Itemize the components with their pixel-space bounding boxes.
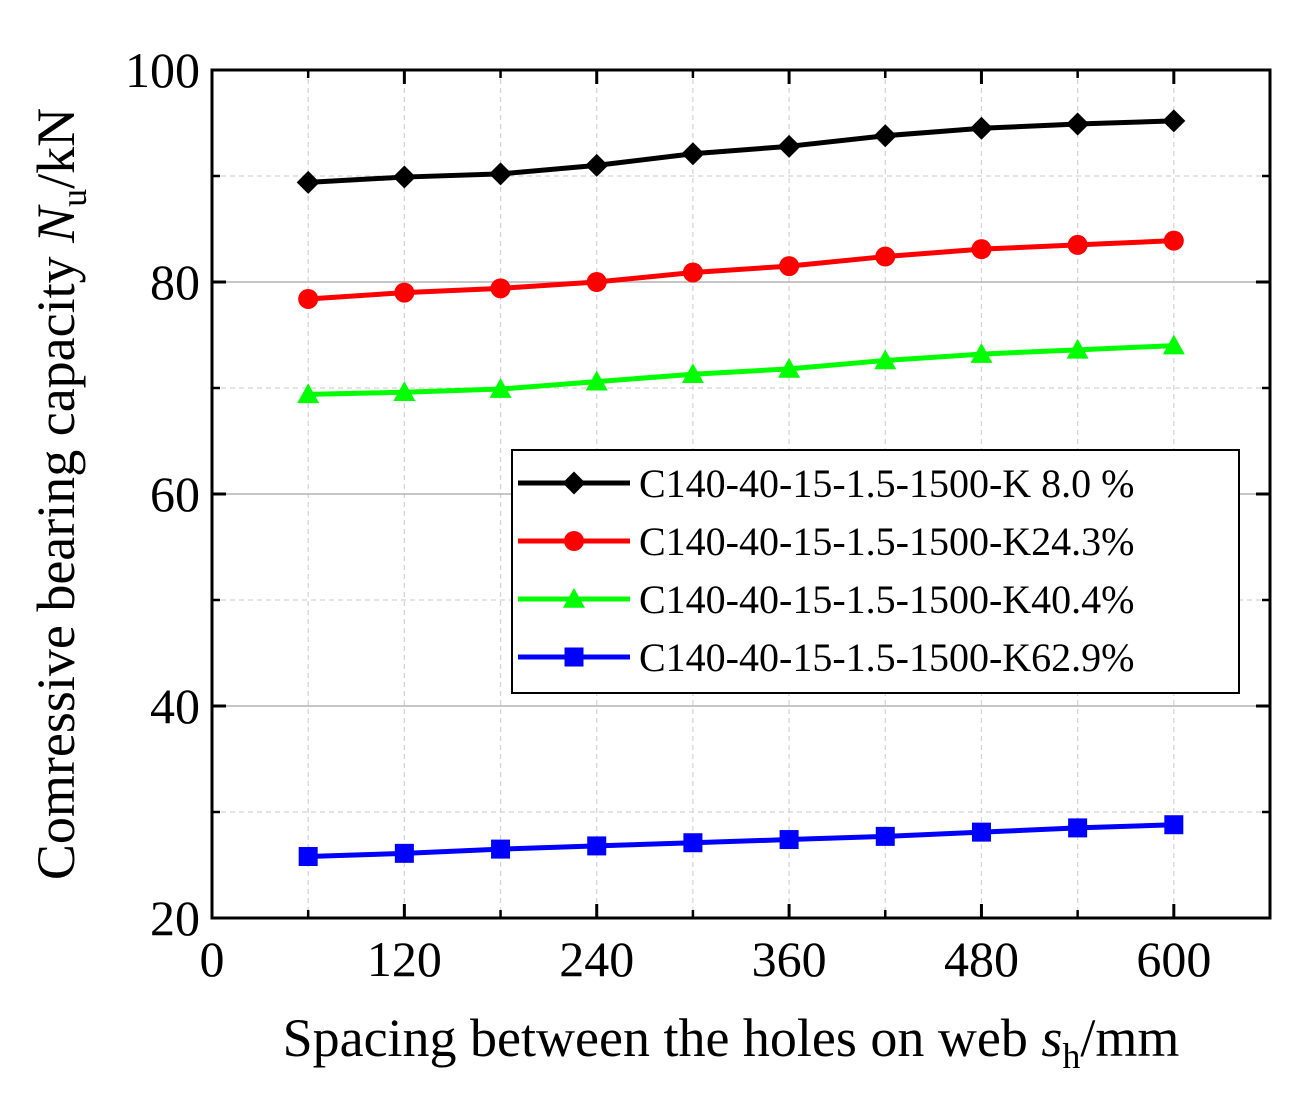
legend-swatch-marker bbox=[563, 588, 585, 608]
legend-label: C140-40-15-1.5-1500-K 8.0 % bbox=[639, 461, 1135, 506]
data-point bbox=[1066, 338, 1089, 359]
data-point bbox=[1068, 818, 1088, 838]
data-point bbox=[393, 381, 416, 402]
data-point bbox=[779, 830, 799, 850]
x-tick-label: 240 bbox=[559, 931, 634, 987]
data-point bbox=[873, 124, 897, 148]
series-3 bbox=[297, 334, 1185, 404]
series-line bbox=[308, 238, 1174, 302]
y-tick-label: 80 bbox=[150, 254, 200, 310]
data-point bbox=[491, 839, 511, 859]
x-tick-label: 120 bbox=[367, 931, 442, 987]
legend-label: C140-40-15-1.5-1500-K62.9% bbox=[639, 635, 1135, 680]
data-point bbox=[1162, 334, 1185, 355]
data-point bbox=[490, 278, 511, 299]
legend-swatch-marker bbox=[562, 471, 586, 495]
data-point bbox=[585, 370, 608, 391]
y-axis-title-text: Comressive bearing capacity bbox=[26, 243, 86, 880]
data-point bbox=[585, 153, 609, 177]
data-point bbox=[970, 343, 993, 363]
legend: C140-40-15-1.5-1500-K 8.0 % C140-40-15-1.… bbox=[511, 449, 1240, 694]
x-axis-title-variable: s bbox=[1041, 1008, 1062, 1068]
y-tick-label: 20 bbox=[150, 890, 200, 946]
x-axis-title: Spacing between the holes on web sh/mm bbox=[283, 1008, 1180, 1076]
data-point bbox=[682, 262, 703, 283]
legend-entry: C140-40-15-1.5-1500-K 8.0 % bbox=[518, 461, 1135, 506]
data-point bbox=[1162, 109, 1186, 133]
data-point bbox=[971, 822, 991, 842]
axes: 0 120 240 360 480 600 20 40 60 80 100 bbox=[125, 42, 1272, 987]
data-point bbox=[778, 357, 801, 378]
data-point bbox=[1066, 112, 1090, 136]
x-axis-title-text: Spacing between the holes on web bbox=[283, 1008, 1042, 1068]
x-tick-label: 600 bbox=[1136, 931, 1211, 987]
data-point bbox=[681, 363, 704, 384]
legend-entry: C140-40-15-1.5-1500-K62.9% bbox=[518, 635, 1135, 680]
series-line bbox=[308, 822, 1174, 860]
series-2 bbox=[298, 230, 1184, 309]
y-axis-title-subscript: u bbox=[54, 189, 94, 207]
data-point bbox=[489, 378, 512, 398]
data-point bbox=[779, 256, 800, 277]
data-point bbox=[586, 272, 607, 292]
x-tick-label: 480 bbox=[944, 931, 1019, 987]
data-point bbox=[1164, 815, 1184, 835]
series-1 bbox=[296, 109, 1186, 194]
x-tick-label: 0 bbox=[200, 931, 225, 987]
data-point bbox=[392, 165, 416, 189]
data-point bbox=[297, 383, 320, 404]
data-point bbox=[683, 833, 703, 853]
series-line bbox=[308, 118, 1174, 185]
data-point bbox=[875, 826, 895, 846]
y-tick-label: 100 bbox=[125, 42, 200, 98]
data-point bbox=[587, 836, 607, 856]
legend-label: C140-40-15-1.5-1500-K40.4% bbox=[639, 577, 1135, 622]
data-point bbox=[394, 282, 415, 303]
y-axis-title-unit: /kN bbox=[26, 108, 86, 189]
legend-swatch-marker bbox=[564, 531, 584, 551]
data-point bbox=[875, 246, 896, 267]
data-point bbox=[296, 170, 320, 194]
data-point bbox=[489, 162, 513, 186]
y-tick-label: 40 bbox=[150, 678, 200, 734]
legend-swatch-marker bbox=[564, 647, 584, 667]
legend-entry: C140-40-15-1.5-1500-K24.3% bbox=[518, 519, 1135, 564]
x-axis-title-unit: /mm bbox=[1080, 1008, 1179, 1068]
legend-label: C140-40-15-1.5-1500-K24.3% bbox=[639, 519, 1135, 564]
legend-box bbox=[511, 449, 1240, 694]
data-point bbox=[1163, 230, 1184, 251]
legend-entry: C140-40-15-1.5-1500-K40.4% bbox=[518, 577, 1135, 622]
data-point bbox=[969, 116, 993, 140]
data-point bbox=[971, 239, 992, 260]
data-point bbox=[681, 142, 705, 166]
y-axis-title-variable: N bbox=[26, 204, 86, 244]
y-axis-title: Comressive bearing capacity Nu/kN bbox=[26, 108, 94, 880]
series-4 bbox=[298, 815, 1184, 867]
data-point bbox=[298, 288, 319, 309]
axis-titles: Spacing between the holes on web sh/mm Co… bbox=[26, 108, 1179, 1076]
data-point bbox=[777, 134, 801, 158]
x-axis-title-subscript: h bbox=[1062, 1036, 1080, 1076]
data-point bbox=[874, 349, 897, 370]
data-point bbox=[1067, 234, 1088, 255]
series-group bbox=[296, 109, 1186, 867]
series-line bbox=[308, 343, 1174, 397]
y-tick-label: 60 bbox=[150, 466, 200, 522]
x-tick-label: 360 bbox=[752, 931, 827, 987]
data-point bbox=[298, 847, 318, 867]
data-point bbox=[394, 843, 414, 863]
